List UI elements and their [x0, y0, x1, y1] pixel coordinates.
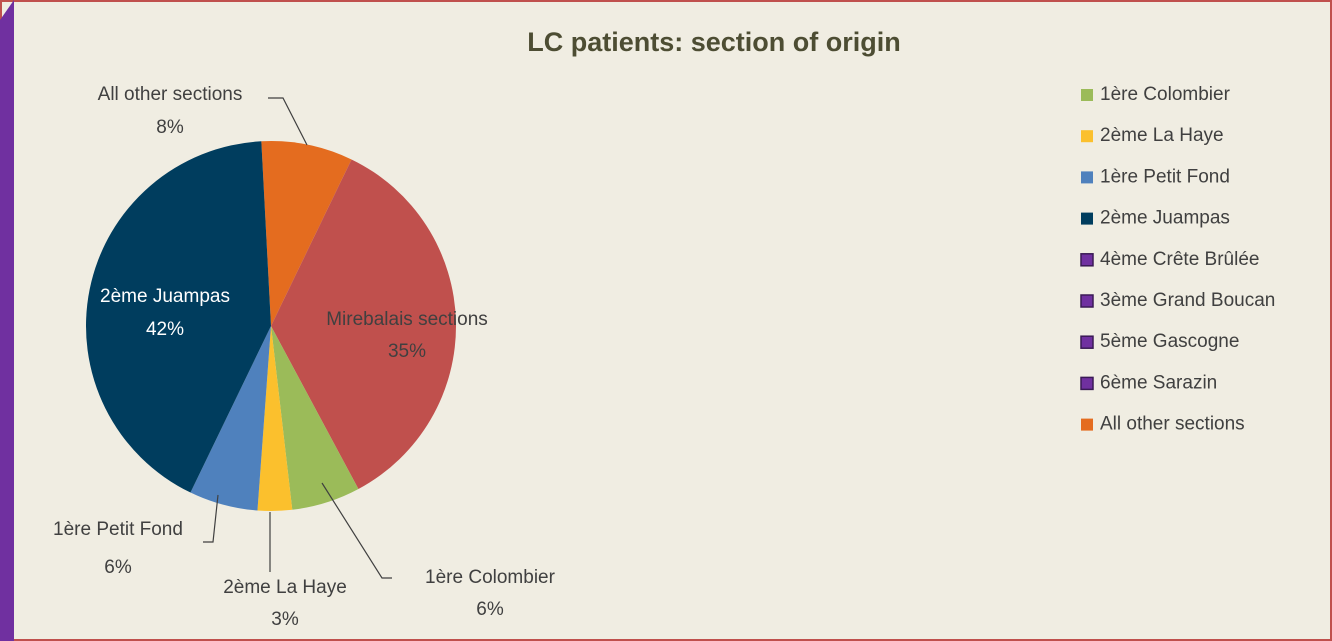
legend-label: 1ère Petit Fond [1100, 166, 1230, 187]
slice-value-label: 8% [156, 117, 184, 138]
pie-slice [271, 326, 359, 510]
pie-slice [261, 141, 352, 326]
legend-label: 5ème Gascogne [1100, 331, 1239, 352]
pie-slice [190, 326, 271, 511]
legend-swatch [1080, 294, 1094, 308]
legend-swatch [1081, 418, 1093, 431]
slice-label: All other sections [98, 84, 243, 105]
pie-slice [257, 326, 293, 511]
legend-label: 4ème Crête Brûlée [1100, 249, 1259, 270]
legend-label: 2ème Juampas [1100, 208, 1230, 229]
legend-label: 3ème Grand Boucan [1100, 290, 1275, 311]
slice-label: 1ère Petit Fond [53, 519, 183, 540]
legend-swatch [1081, 130, 1093, 143]
slice-label: 2ème La Haye [223, 577, 347, 598]
slice-value-label: 42% [146, 319, 184, 340]
slice-label: 2ème Juampas [100, 286, 230, 307]
legend-swatch [1081, 212, 1093, 225]
slice-value-label: 6% [104, 557, 132, 578]
legend-label: 1ère Colombier [1100, 84, 1231, 105]
slice-value-label: 3% [271, 609, 299, 630]
pie-slice [86, 141, 271, 493]
chart-title: LC patients: section of origin [527, 27, 901, 57]
slice-label: 1ère Colombier [425, 567, 556, 588]
legend-swatch [1080, 335, 1094, 349]
legend-label: 6ème Sarazin [1100, 372, 1217, 393]
legend-label: 2ème La Haye [1100, 125, 1224, 146]
side-accent [0, 0, 14, 641]
legend-swatch [1080, 253, 1094, 267]
slice-value-label: 6% [476, 599, 504, 620]
slice-label: Mirebalais sections [326, 309, 488, 330]
legend-swatch [1081, 171, 1093, 184]
pie-slice [271, 159, 457, 490]
slice-value-label: 35% [388, 341, 426, 362]
leader-line [268, 97, 308, 146]
leader-line [321, 482, 392, 579]
leader-line [203, 494, 219, 543]
legend-swatch [1080, 376, 1094, 391]
legend-swatch [1081, 89, 1093, 101]
legend-label: All other sections [1100, 414, 1245, 435]
